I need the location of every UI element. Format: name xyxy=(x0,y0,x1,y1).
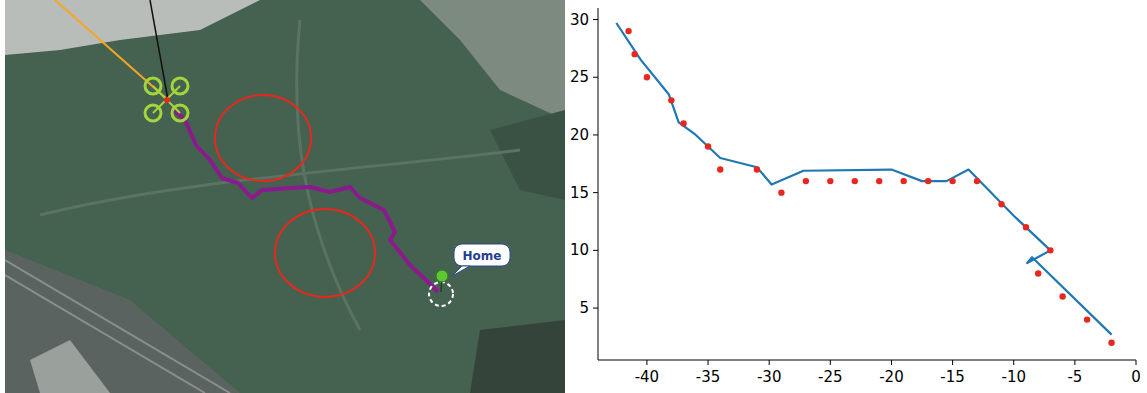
x-tick xyxy=(952,360,953,365)
map-panel: Home xyxy=(5,0,565,393)
x-tick-label: 0 xyxy=(1131,368,1141,386)
y-tick-label: 25 xyxy=(570,68,589,86)
flight-path xyxy=(172,108,438,292)
x-tick xyxy=(708,360,709,365)
home-dot xyxy=(436,270,448,282)
x-tick-label: -30 xyxy=(757,368,782,386)
scatter-point xyxy=(644,74,650,80)
obstacle-circle xyxy=(215,95,311,181)
x-tick xyxy=(1013,360,1014,365)
scatter-point xyxy=(1035,270,1041,276)
y-tick-label: 15 xyxy=(570,184,589,202)
x-tick xyxy=(830,360,831,365)
y-tick xyxy=(593,250,598,251)
paved-area xyxy=(5,0,260,55)
obstacle-circle xyxy=(275,209,375,297)
scatter-point xyxy=(827,178,833,184)
x-tick-label: -40 xyxy=(635,368,660,386)
chart: -40 -35 -30 -25 -20 -15 -10 -5 0 5 10 15 20 25 30 xyxy=(570,8,1141,386)
scatter-point xyxy=(717,166,723,172)
field-marking xyxy=(40,150,520,215)
paved-area xyxy=(420,0,565,120)
y-tick xyxy=(593,77,598,78)
y-axis xyxy=(598,8,599,360)
y-tick-label: 10 xyxy=(570,241,589,259)
x-tick xyxy=(1074,360,1075,365)
scatter-point xyxy=(852,178,858,184)
scatter-point xyxy=(803,178,809,184)
y-tick xyxy=(593,308,598,309)
scatter-point xyxy=(998,201,1004,207)
drone-center xyxy=(164,97,170,103)
x-tick-label: -20 xyxy=(879,368,904,386)
scatter-point xyxy=(625,28,631,34)
trees xyxy=(490,110,565,200)
scatter-point xyxy=(668,97,674,103)
target-line xyxy=(150,0,168,100)
scatter-point xyxy=(925,178,931,184)
scatter-point xyxy=(974,178,980,184)
x-tick-label: -35 xyxy=(696,368,721,386)
home-label-pointer xyxy=(452,266,470,276)
y-tick xyxy=(593,192,598,193)
field-marking xyxy=(297,20,360,330)
x-tick xyxy=(769,360,770,365)
scatter-point xyxy=(680,120,686,126)
drone-arm xyxy=(153,86,180,113)
scatter-point xyxy=(949,178,955,184)
y-tick-label: 5 xyxy=(579,299,589,317)
map-image xyxy=(5,0,565,393)
rail xyxy=(5,260,230,393)
scatter-point xyxy=(1084,316,1090,322)
x-tick xyxy=(1136,360,1137,365)
field xyxy=(5,0,565,393)
y-tick xyxy=(593,19,598,20)
scatter-point xyxy=(705,143,711,149)
rail xyxy=(5,275,205,393)
scatter-point xyxy=(876,178,882,184)
plot-area xyxy=(616,23,1114,346)
x-tick-label: -15 xyxy=(940,368,965,386)
scatter-point xyxy=(1023,224,1029,230)
rail-strip xyxy=(5,250,240,393)
x-tick-label: -10 xyxy=(1001,368,1026,386)
x-tick xyxy=(891,360,892,365)
home-label: Home xyxy=(463,249,502,263)
x-axis xyxy=(598,360,1136,361)
x-tick-label: -25 xyxy=(818,368,843,386)
scatter-point xyxy=(778,189,784,195)
scatter-point xyxy=(1047,247,1053,253)
building xyxy=(30,340,110,393)
x-tick xyxy=(646,360,647,365)
trees xyxy=(470,320,565,393)
y-tick-label: 30 xyxy=(570,11,589,29)
scatter-point xyxy=(754,166,760,172)
scatter-point xyxy=(900,178,906,184)
heading-line xyxy=(55,0,168,100)
scatter-point xyxy=(631,51,637,57)
y-tick-label: 20 xyxy=(570,126,589,144)
y-tick xyxy=(593,134,598,135)
x-tick-label: -5 xyxy=(1067,368,1082,386)
home-label-box xyxy=(454,244,510,266)
line-series xyxy=(616,23,1111,335)
scatter-point xyxy=(1059,293,1065,299)
scatter-point xyxy=(1108,339,1114,345)
